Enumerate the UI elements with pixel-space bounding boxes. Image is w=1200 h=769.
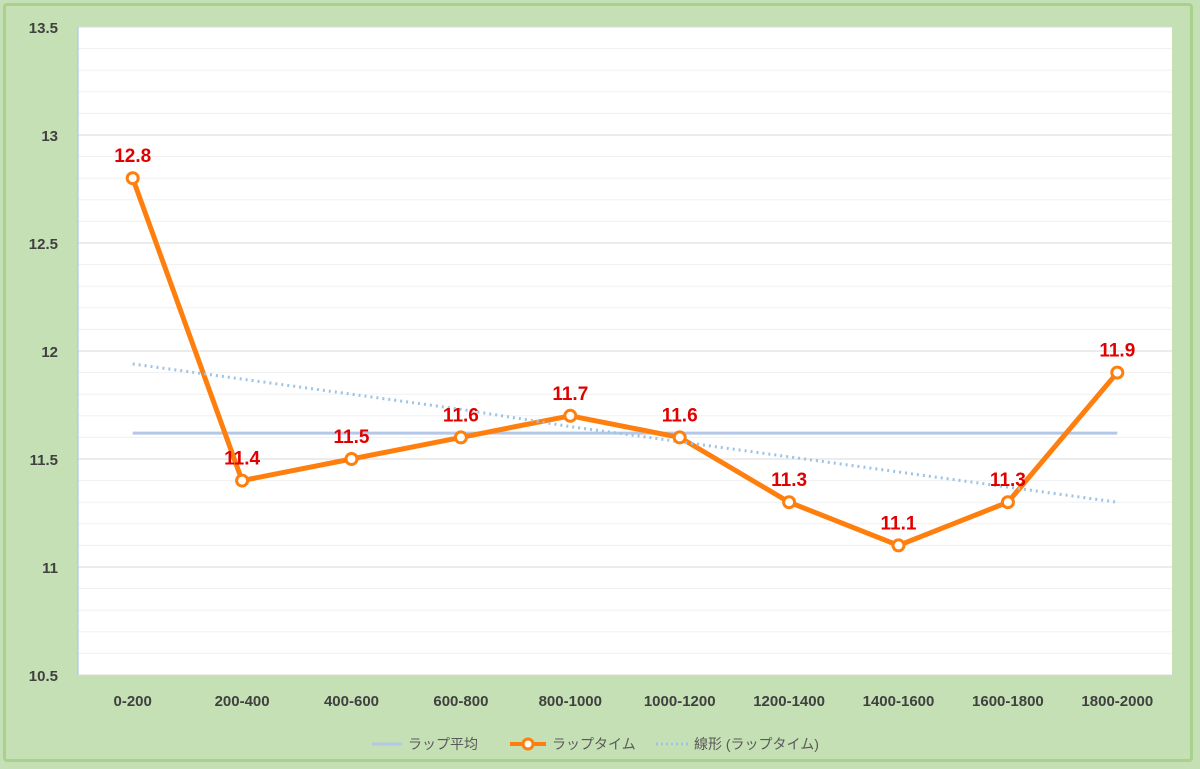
data-point-lap-time	[235, 473, 250, 488]
x-tick-label: 1200-1400	[753, 693, 825, 710]
x-tick-label: 400-600	[324, 693, 379, 710]
data-label: 11.1	[881, 513, 917, 534]
x-tick-label: 800-1000	[539, 693, 602, 710]
x-tick-label: 1800-2000	[1081, 693, 1153, 710]
y-tick-label: 11	[42, 560, 58, 577]
x-tick-labels: 0-200 200-400 400-600 600-800 800-1000 1000-1…	[114, 693, 1154, 710]
data-point-lap-time	[344, 452, 359, 466]
data-labels: 12.8 11.4 11.5 11.6 11.7 11.6 11.3 11.1 11.3 11.9	[114, 146, 1135, 534]
legend-label-average: ラップ平均	[408, 736, 478, 752]
y-tick-label: 11.5	[30, 452, 58, 469]
series-layer	[125, 171, 1125, 553]
data-label: 11.5	[334, 427, 370, 448]
y-tick-labels: 10.5 11 11.5 12 12.5 13 13.5	[29, 20, 58, 685]
data-point-lap-time	[563, 408, 578, 423]
data-point-lap-time	[125, 171, 140, 186]
x-tick-label: 200-400	[215, 693, 270, 710]
x-tick-label: 1400-1600	[863, 693, 935, 710]
data-point-lap-time	[453, 430, 468, 445]
series-line-trendline	[132, 362, 1118, 504]
legend-label-lap-time: ラップタイム	[552, 736, 636, 752]
data-label: 11.9	[1099, 341, 1135, 362]
data-label: 12.8	[114, 146, 151, 167]
data-label: 11.6	[443, 405, 479, 426]
data-point-lap-time	[1110, 365, 1125, 380]
gridlines	[78, 26, 1172, 676]
legend-marker-lap-time	[521, 737, 535, 751]
legend: ラップ平均 ラップタイム 線形 (ラップタイム)	[372, 736, 819, 752]
data-point-lap-time	[782, 495, 797, 510]
data-point-lap-time	[1000, 495, 1015, 510]
data-point-lap-time	[891, 538, 906, 553]
legend-label-trendline: 線形 (ラップタイム)	[694, 736, 819, 752]
data-label: 11.7	[552, 384, 588, 405]
x-tick-label: 1000-1200	[644, 693, 716, 710]
y-tick-label: 10.5	[29, 668, 58, 685]
data-label: 11.6	[662, 405, 698, 426]
data-point-lap-time	[672, 430, 687, 445]
data-label: 11.3	[771, 470, 807, 491]
data-label: 11.4	[224, 449, 260, 470]
series-line-lap-time	[130, 177, 1120, 548]
y-tick-label: 12	[41, 344, 58, 361]
y-tick-label: 13	[41, 128, 58, 145]
x-tick-label: 1600-1800	[972, 693, 1044, 710]
data-label: 11.3	[990, 470, 1026, 491]
x-tick-label: 600-800	[433, 693, 488, 710]
y-tick-label: 12.5	[29, 236, 58, 253]
y-tick-label: 13.5	[29, 20, 58, 37]
x-tick-label: 0-200	[114, 693, 152, 710]
